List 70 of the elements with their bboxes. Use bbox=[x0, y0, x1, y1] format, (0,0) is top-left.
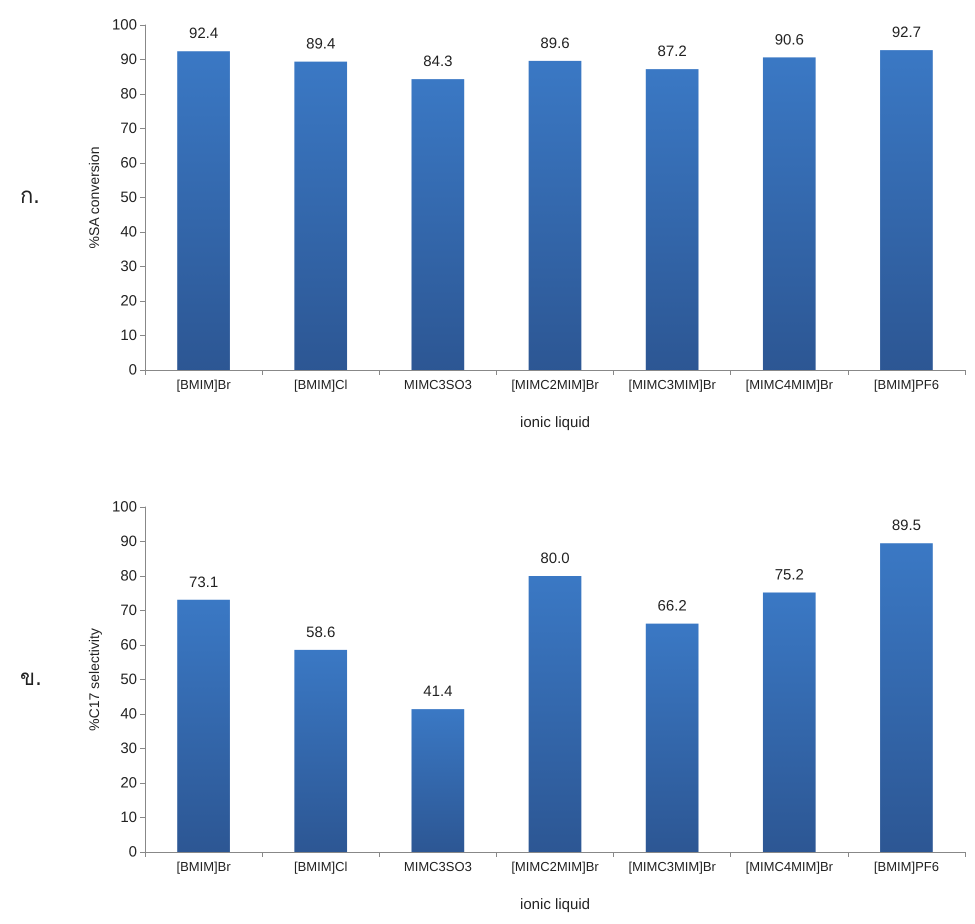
bar bbox=[177, 51, 230, 370]
data-label: 84.3 bbox=[423, 53, 452, 70]
bar bbox=[880, 543, 933, 852]
y-tick-label: 70 bbox=[120, 120, 137, 137]
y-tick-label: 30 bbox=[120, 740, 137, 757]
bar bbox=[880, 50, 933, 370]
x-tick-label: [BMIM]PF6 bbox=[874, 377, 939, 392]
y-tick-label: 60 bbox=[120, 636, 137, 654]
x-tick-label: [BMIM]Br bbox=[176, 859, 232, 874]
y-tick-label: 20 bbox=[120, 774, 137, 792]
y-tick-label: 10 bbox=[120, 809, 137, 826]
data-label: 80.0 bbox=[540, 550, 570, 567]
data-label: 92.7 bbox=[892, 24, 922, 42]
x-tick-label: [BMIM]Cl bbox=[294, 377, 348, 392]
bar bbox=[762, 57, 816, 370]
y-tick-label: 50 bbox=[120, 189, 137, 206]
y-tick-label: 90 bbox=[120, 533, 137, 550]
y-tick-label: 20 bbox=[120, 292, 137, 310]
bar bbox=[646, 69, 698, 370]
x-tick-label: [MIMC4MIM]Br bbox=[746, 377, 834, 392]
y-axis-title: %C17 selectivity bbox=[86, 628, 102, 731]
text: ก. bbox=[20, 184, 40, 209]
data-label: 73.1 bbox=[188, 574, 218, 591]
data-label: 89.6 bbox=[540, 34, 570, 52]
x-tick-label: [BMIM]PF6 bbox=[874, 859, 939, 874]
data-label: 90.6 bbox=[774, 31, 804, 48]
y-tick-label: 10 bbox=[120, 327, 137, 344]
x-tick-label: [MIMC4MIM]Br bbox=[746, 859, 834, 874]
text: ข. bbox=[20, 666, 42, 691]
x-tick-label: MIMC3SO3 bbox=[404, 859, 472, 874]
bar bbox=[177, 600, 230, 852]
bar bbox=[294, 650, 348, 852]
y-tick-label: 100 bbox=[112, 498, 137, 516]
x-axis-title: ionic liquid bbox=[520, 414, 590, 431]
bar bbox=[412, 79, 464, 370]
y-tick-label: 70 bbox=[120, 602, 137, 619]
y-tick-label: 40 bbox=[120, 706, 137, 722]
y-tick-label: 90 bbox=[120, 51, 137, 68]
data-label: 58.6 bbox=[306, 624, 336, 641]
data-label: 89.4 bbox=[306, 36, 336, 53]
x-tick-label: MIMC3SO3 bbox=[404, 377, 472, 392]
bar bbox=[762, 592, 816, 852]
data-label: 87.2 bbox=[658, 43, 687, 60]
data-label: 92.4 bbox=[188, 25, 218, 42]
data-label: 89.5 bbox=[892, 517, 922, 534]
x-tick-label: [MIMC3MIM]Br bbox=[628, 377, 716, 392]
y-axis-title: %SA conversion bbox=[86, 146, 102, 248]
y-tick-label: 100 bbox=[112, 16, 137, 34]
bar bbox=[294, 62, 348, 370]
y-tick-label: 0 bbox=[128, 362, 137, 378]
data-label: 66.2 bbox=[658, 598, 687, 615]
y-tick-label: 50 bbox=[120, 671, 137, 688]
bar bbox=[528, 60, 582, 370]
x-tick-label: [MIMC3MIM]Br bbox=[628, 859, 716, 874]
x-tick-label: [BMIM]Br bbox=[176, 377, 232, 392]
y-tick-label: 40 bbox=[120, 224, 137, 240]
bar bbox=[646, 624, 698, 852]
y-tick-label: 80 bbox=[120, 568, 137, 584]
bar bbox=[412, 709, 464, 852]
x-tick-label: [MIMC2MIM]Br bbox=[511, 377, 600, 392]
data-label: 75.2 bbox=[774, 566, 804, 584]
y-tick-label: 0 bbox=[128, 844, 137, 860]
y-tick-label: 60 bbox=[120, 154, 137, 172]
bar bbox=[528, 576, 582, 852]
x-axis-title: ionic liquid bbox=[520, 896, 590, 913]
y-tick-label: 30 bbox=[120, 258, 137, 275]
data-label: 41.4 bbox=[423, 683, 452, 700]
x-tick-label: [MIMC2MIM]Br bbox=[511, 859, 600, 874]
x-tick-label: [BMIM]Cl bbox=[294, 859, 348, 874]
y-tick-label: 80 bbox=[120, 86, 137, 102]
